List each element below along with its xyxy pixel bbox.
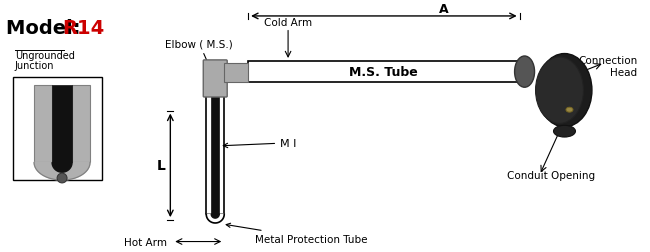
Circle shape — [57, 173, 67, 183]
Polygon shape — [34, 163, 90, 180]
Bar — [211, 76, 219, 214]
Text: Conduit Opening: Conduit Opening — [506, 171, 595, 180]
Text: Cold Arm: Cold Arm — [264, 18, 312, 28]
Text: Connection
Head: Connection Head — [578, 56, 638, 77]
Polygon shape — [206, 214, 224, 223]
Text: Ungrounded: Ungrounded — [15, 51, 75, 61]
Polygon shape — [211, 214, 219, 218]
Bar — [72, 86, 90, 163]
FancyBboxPatch shape — [203, 61, 227, 98]
Text: R14: R14 — [62, 19, 105, 38]
Text: L: L — [157, 159, 165, 173]
Ellipse shape — [554, 126, 575, 138]
Bar — [52, 86, 72, 163]
Text: M.S. Tube: M.S. Tube — [350, 66, 418, 79]
Bar — [34, 86, 52, 163]
Bar — [206, 78, 224, 214]
Text: Metal Protection Tube: Metal Protection Tube — [226, 223, 368, 244]
Ellipse shape — [537, 54, 592, 127]
Bar — [248, 62, 519, 83]
Text: A: A — [439, 3, 448, 16]
Text: Junction: Junction — [15, 61, 54, 71]
Text: Elbow ( M.S.): Elbow ( M.S.) — [165, 39, 233, 68]
Ellipse shape — [566, 108, 573, 113]
Ellipse shape — [515, 57, 534, 88]
Text: Hot Arm: Hot Arm — [124, 237, 167, 246]
Bar — [224, 64, 248, 83]
Text: M I: M I — [223, 138, 296, 148]
Text: Model:: Model: — [6, 19, 87, 38]
Ellipse shape — [536, 58, 584, 124]
Bar — [12, 78, 103, 180]
Polygon shape — [52, 163, 72, 173]
